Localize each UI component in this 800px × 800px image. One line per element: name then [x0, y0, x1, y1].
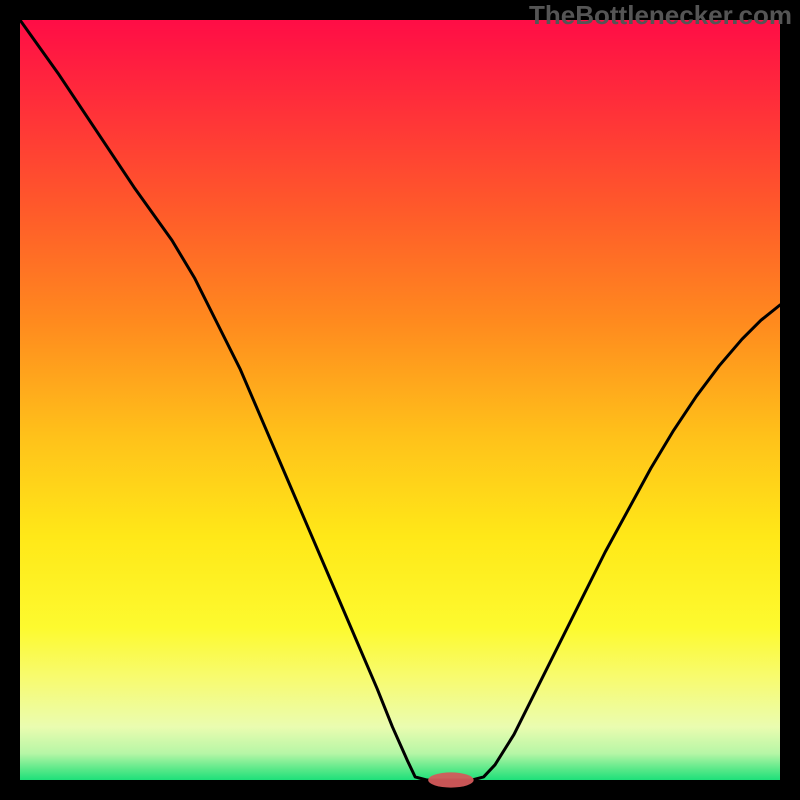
chart-background-gradient: [20, 20, 780, 780]
bottleneck-chart: TheBottlenecker.com: [0, 0, 800, 800]
optimal-marker: [428, 772, 474, 787]
watermark-label: TheBottlenecker.com: [529, 0, 792, 31]
chart-svg: [0, 0, 800, 800]
